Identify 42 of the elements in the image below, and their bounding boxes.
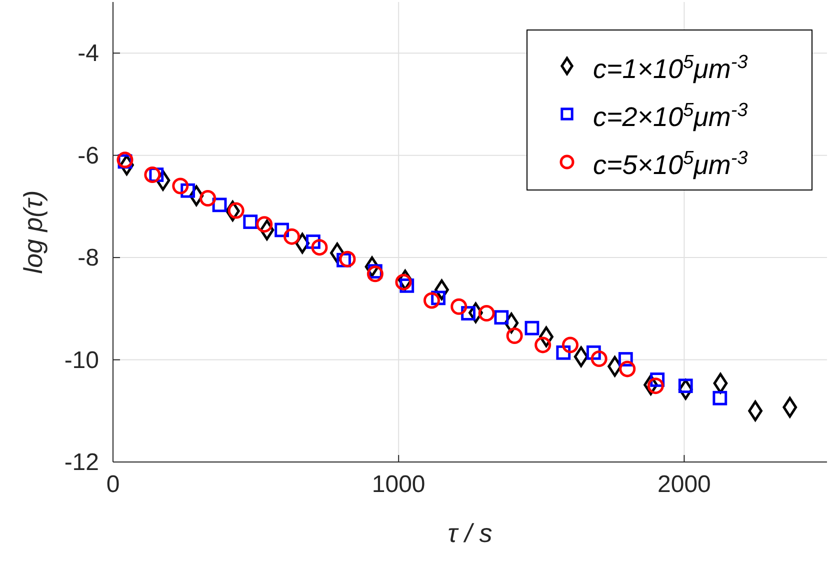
- point: [619, 360, 636, 378]
- x-tick-label: 1000: [372, 471, 426, 498]
- point: [228, 202, 244, 219]
- point: [647, 378, 664, 394]
- y-tick-label: -4: [78, 40, 99, 68]
- point: [366, 266, 384, 282]
- legend-label: c=2×10$^{5}$μm$^{-3}$: [593, 100, 748, 132]
- point: [431, 290, 446, 306]
- point: [506, 328, 523, 344]
- point: [712, 390, 728, 406]
- point: [172, 178, 189, 194]
- legend-label: c=5×10$^{5}$μm$^{-3}$: [593, 148, 748, 180]
- point: [200, 190, 216, 207]
- point: [306, 234, 320, 249]
- point: [748, 400, 763, 422]
- point: [494, 310, 509, 325]
- point: [586, 345, 601, 360]
- x-tick-label: 2000: [658, 471, 711, 498]
- point: [180, 183, 196, 198]
- point: [256, 216, 273, 233]
- point: [395, 274, 412, 290]
- x-axis-title: τ / s: [448, 518, 492, 548]
- x-tick-label: 0: [106, 471, 120, 498]
- point: [284, 228, 300, 245]
- point: [339, 250, 356, 268]
- point: [590, 350, 608, 368]
- point: [562, 336, 578, 354]
- point: [678, 378, 693, 394]
- point: [144, 166, 161, 184]
- point: [478, 305, 495, 322]
- y-axis-title: log p(τ): [18, 190, 48, 274]
- point: [423, 292, 440, 309]
- point: [524, 320, 540, 336]
- y-tick-label: -12: [64, 449, 99, 476]
- y-tick-label: -10: [64, 346, 99, 374]
- y-tick-label: -8: [78, 244, 99, 272]
- point: [311, 239, 328, 256]
- point: [534, 336, 552, 354]
- legend-label: c=1×10$^{5}$μm$^{-3}$: [593, 52, 748, 84]
- point: [450, 298, 468, 315]
- y-tick-label: -6: [78, 142, 99, 170]
- point: [243, 214, 258, 229]
